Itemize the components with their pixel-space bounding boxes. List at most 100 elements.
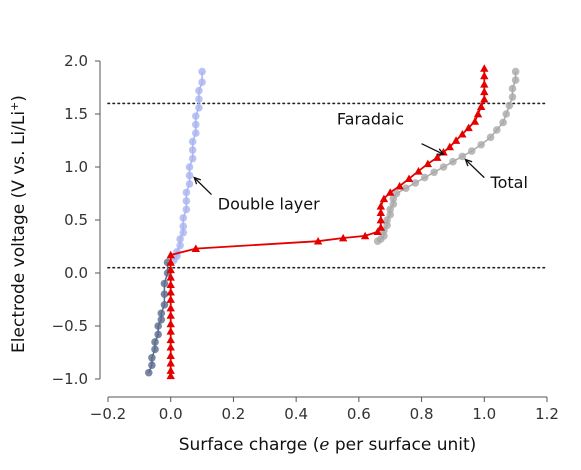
series-double_layer — [170, 67, 206, 265]
data-point-total — [511, 76, 520, 84]
annotation-arrow-head — [193, 176, 202, 185]
data-point-total — [467, 147, 476, 155]
data-point-faradaic — [470, 117, 480, 125]
y-axis-title: Electrode voltage (V vs. Li/Li+) — [8, 95, 30, 353]
data-point-low_voltage — [151, 338, 159, 346]
data-point-faradaic — [166, 265, 175, 274]
data-point-total — [402, 184, 410, 192]
plot-series — [144, 64, 520, 380]
data-point-total — [430, 168, 438, 177]
data-point-low_voltage — [148, 361, 156, 370]
data-point-double_layer — [198, 78, 206, 86]
data-point-total — [477, 140, 485, 149]
data-point-double_layer — [182, 205, 191, 214]
data-point-double_layer — [179, 228, 188, 237]
data-point-faradaic — [166, 366, 175, 374]
y-axis-title-superscript: + — [8, 102, 21, 111]
annotation-arrow-line — [421, 143, 444, 155]
data-point-faradaic — [480, 80, 489, 88]
data-point-total — [505, 101, 514, 110]
y-tick-label: 0.5 — [64, 211, 88, 229]
data-point-faradaic — [395, 181, 404, 190]
reference-lines — [107, 102, 546, 269]
data-point-faradaic — [373, 227, 382, 236]
data-point-double_layer — [195, 86, 203, 95]
data-point-faradaic — [480, 94, 489, 103]
data-point-faradaic — [166, 335, 175, 344]
data-point-double_layer — [176, 235, 184, 243]
data-point-faradaic — [166, 327, 175, 335]
data-point-faradaic — [338, 233, 348, 242]
data-point-faradaic — [166, 250, 175, 259]
data-point-double_layer — [185, 180, 194, 188]
y-axis-title-part-3: ) — [9, 95, 29, 102]
y-axis-title-part-1: Electrode voltage (V vs. Li/Li — [9, 111, 29, 353]
data-point-low_voltage — [154, 330, 162, 339]
x-axis-title: Surface charge (e per surface unit) — [179, 435, 477, 455]
data-point-double_layer — [176, 241, 184, 250]
annotation-arrow-head — [436, 148, 445, 155]
data-point-total — [386, 205, 395, 214]
y-tick-label: 2.0 — [64, 52, 88, 70]
data-point-double_layer — [195, 103, 203, 112]
data-point-total — [499, 118, 507, 127]
series-line-total — [377, 71, 517, 242]
data-point-total — [502, 110, 511, 118]
data-point-total — [511, 67, 520, 76]
data-point-faradaic — [191, 244, 200, 252]
data-point-faradaic — [360, 231, 370, 240]
x-tick-label: 0.8 — [410, 405, 434, 423]
annotation-arrow-line — [465, 159, 485, 179]
data-point-double_layer — [192, 112, 200, 120]
data-point-faradaic — [423, 159, 433, 168]
x-tick-label: 0.4 — [284, 405, 308, 423]
data-point-double_layer — [179, 222, 188, 231]
data-point-low_voltage — [160, 290, 169, 299]
x-tick-label: 1.2 — [535, 405, 559, 423]
data-point-faradaic — [480, 64, 489, 72]
data-point-double_layer — [188, 137, 197, 146]
data-point-faradaic — [166, 273, 175, 281]
data-point-total — [439, 163, 448, 171]
series-faradaic — [166, 64, 489, 380]
data-point-low_voltage — [151, 345, 159, 354]
annotations: Double layer Faradaic Total — [193, 110, 528, 213]
x-tick-label: 0.6 — [347, 405, 371, 423]
data-point-faradaic — [480, 87, 489, 96]
data-point-total — [389, 195, 398, 203]
annotation-arrow-line — [193, 177, 212, 196]
data-point-faradaic — [166, 311, 175, 319]
data-point-double_layer — [179, 214, 188, 222]
data-point-faradaic — [379, 194, 389, 203]
y-tick-label: −0.5 — [52, 317, 88, 335]
data-point-total — [449, 157, 457, 166]
data-point-low_voltage — [160, 301, 169, 309]
data-point-faradaic — [376, 208, 386, 216]
data-point-double_layer — [182, 188, 191, 197]
data-point-faradaic — [433, 153, 442, 161]
tick-marks: −0.2 0.0 0.2 0.4 0.6 0.8 1.0 1.2 −1.0 −0.5 0.0 0.5 1… — [52, 52, 559, 423]
data-point-low_voltage — [157, 309, 166, 318]
data-point-faradaic — [445, 142, 454, 151]
data-point-faradaic — [473, 109, 483, 118]
x-axis-title-part-3: per surface unit) — [329, 435, 476, 455]
y-tick-label: 1.0 — [64, 158, 88, 176]
data-point-total — [420, 173, 429, 182]
data-point-double_layer — [192, 129, 200, 137]
x-tick-label: 0.2 — [221, 405, 245, 423]
x-tick-label: −0.2 — [90, 405, 126, 423]
data-point-low_voltage — [157, 315, 166, 324]
x-tick-label: 1.0 — [472, 405, 496, 423]
data-point-faradaic — [166, 343, 175, 351]
data-point-faradaic — [414, 167, 423, 175]
data-point-faradaic — [166, 351, 175, 360]
data-point-low_voltage — [160, 279, 169, 288]
data-point-total — [458, 152, 467, 161]
x-axis-title-part-1: Surface charge ( — [179, 435, 320, 455]
data-point-double_layer — [192, 120, 200, 129]
data-point-double_layer — [185, 171, 194, 180]
data-point-double_layer — [185, 163, 194, 171]
data-point-faradaic — [464, 123, 473, 132]
data-point-faradaic — [166, 280, 175, 289]
